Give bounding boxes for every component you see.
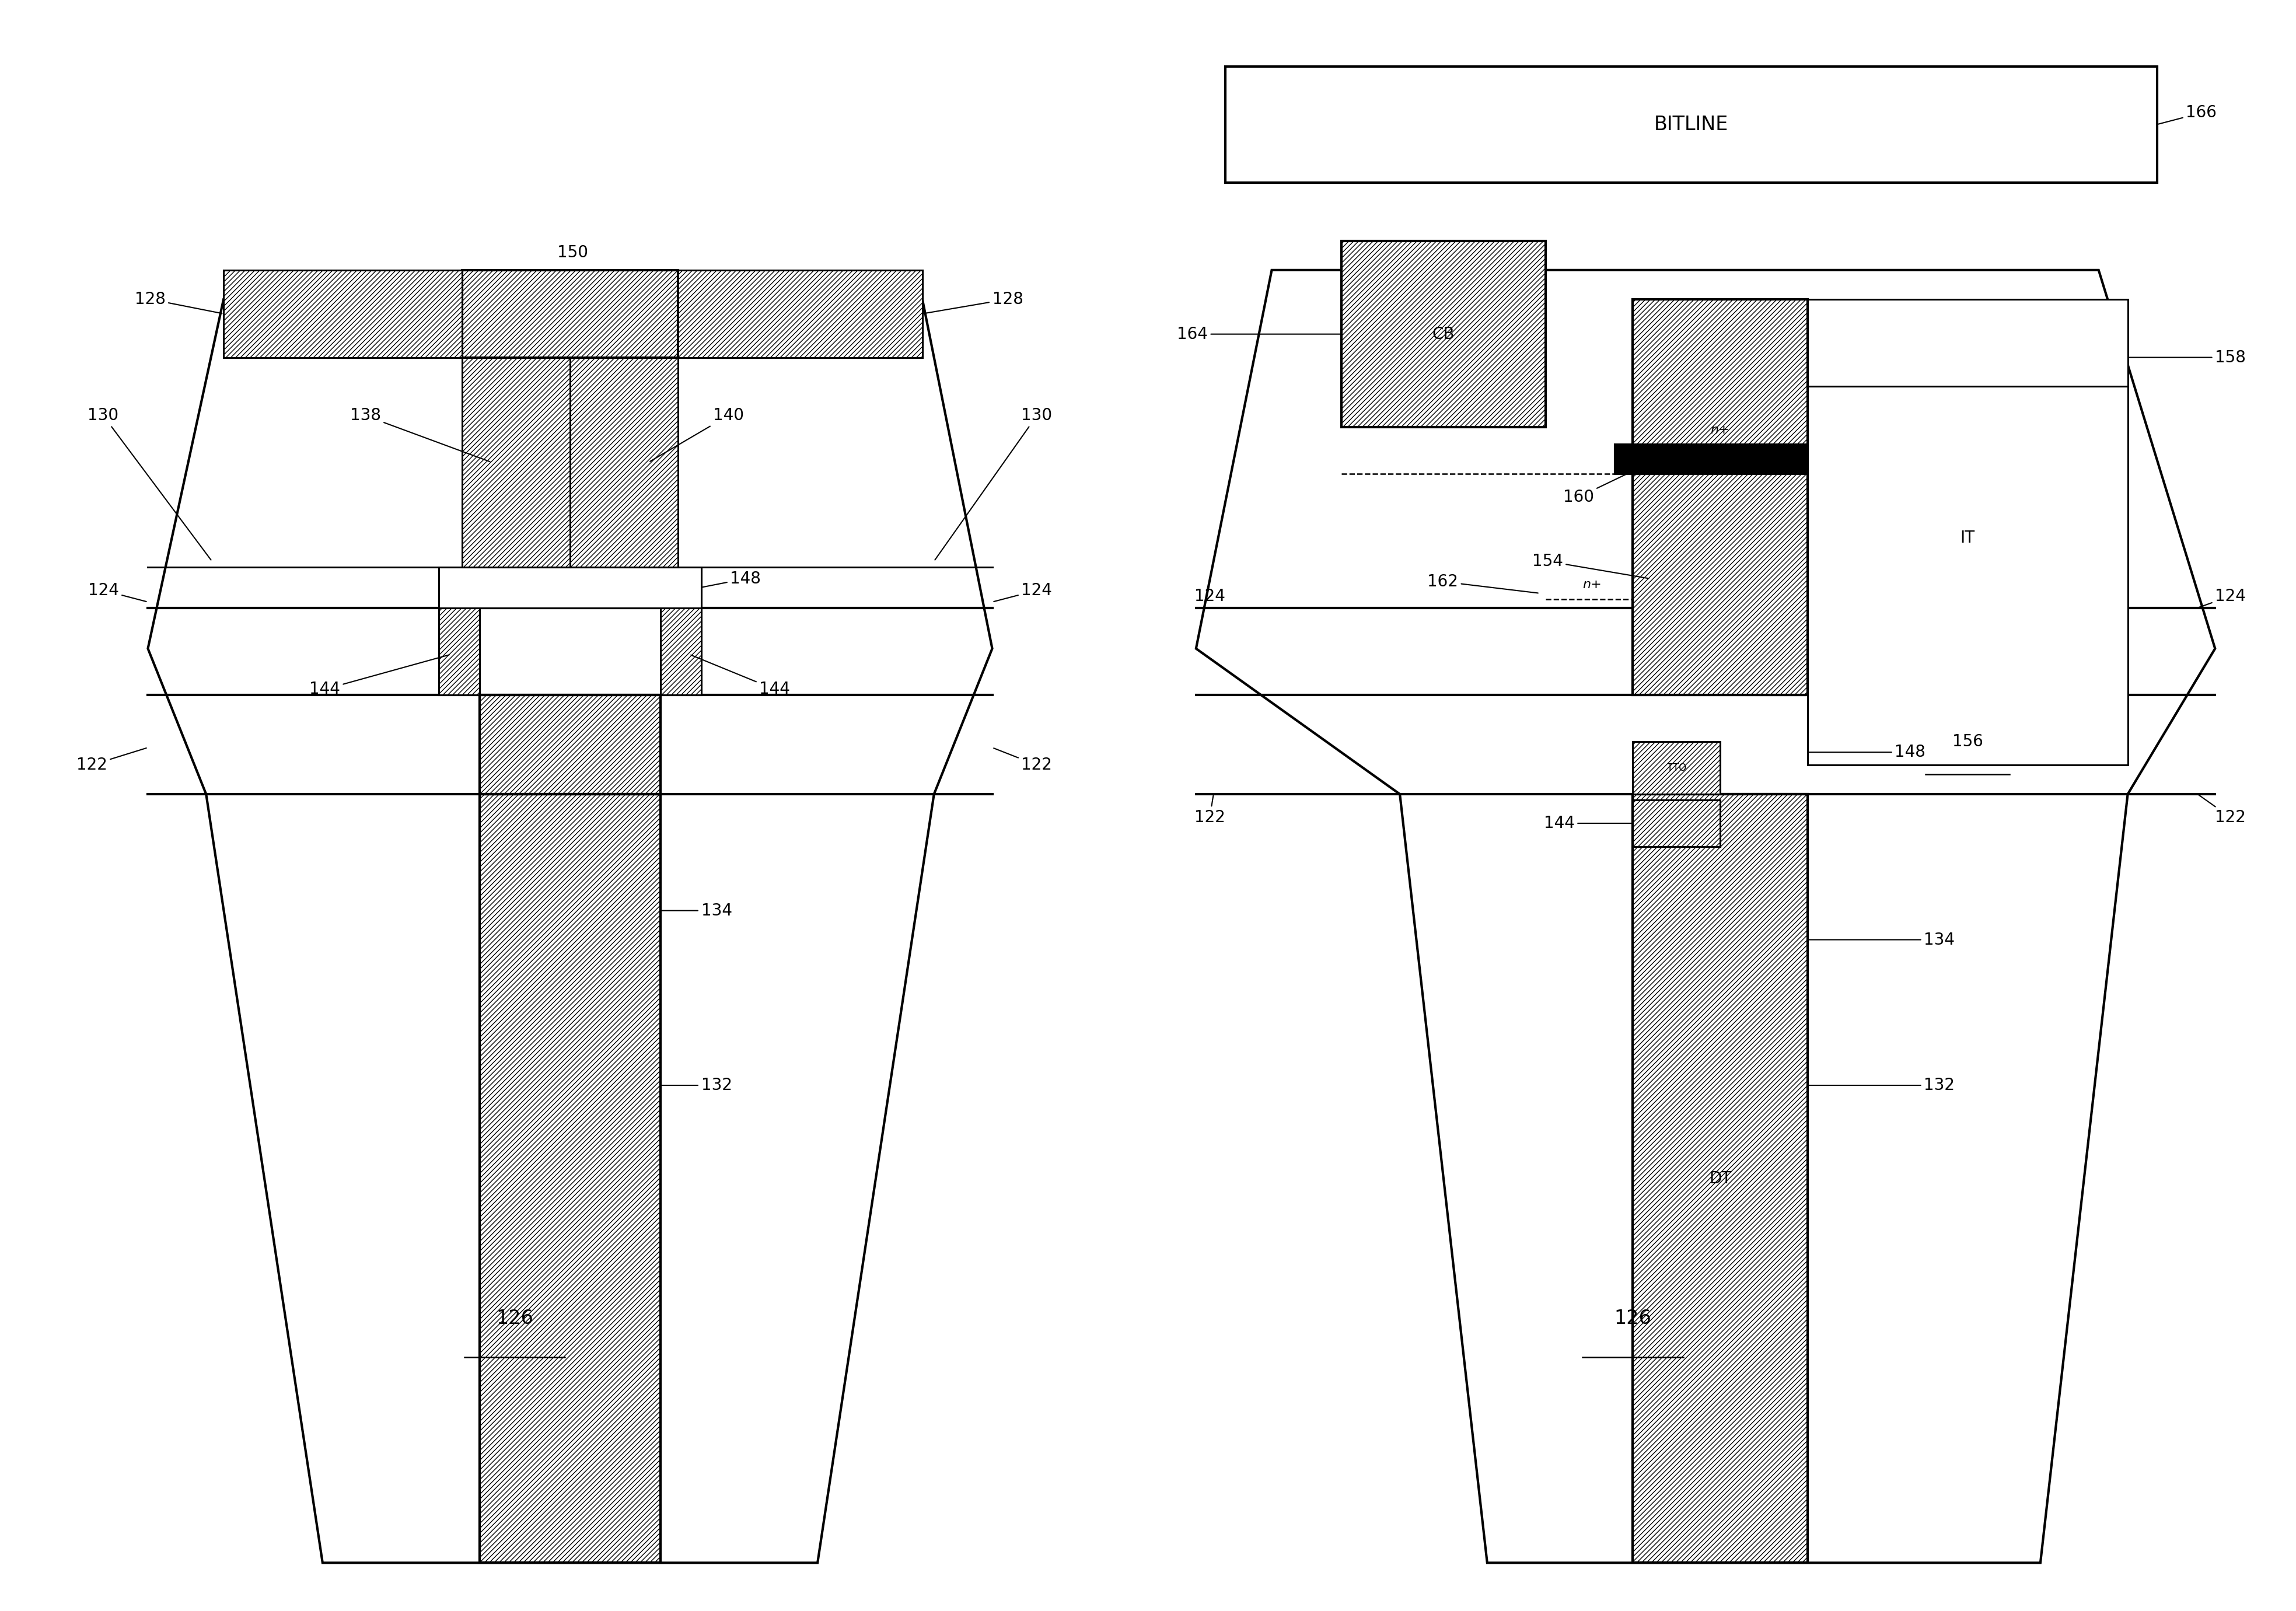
Text: BITLINE: BITLINE (1653, 114, 1729, 134)
Text: 162: 162 (1428, 574, 1538, 593)
Text: 126: 126 (1614, 1308, 1651, 1327)
Text: n+: n+ (1582, 578, 1603, 590)
Bar (1632, 741, 1720, 794)
Text: 124: 124 (1194, 588, 1226, 607)
Text: 148: 148 (1809, 744, 1926, 760)
Bar (1226, 66, 2156, 182)
Bar (1632, 300, 1807, 696)
Text: n+: n+ (1711, 424, 1729, 437)
Bar (677, 271, 923, 358)
Text: 128: 128 (135, 292, 223, 314)
Bar (569, 358, 677, 567)
Text: 130: 130 (934, 408, 1052, 561)
Bar (1341, 242, 1545, 427)
Text: 122: 122 (76, 748, 147, 773)
Text: 138: 138 (349, 408, 489, 462)
Text: 160: 160 (1564, 475, 1626, 506)
Text: 124: 124 (87, 582, 147, 601)
Polygon shape (1196, 271, 2216, 1563)
Text: 144: 144 (691, 656, 790, 698)
Bar (661, 607, 700, 696)
Bar (1632, 801, 1720, 846)
Bar (223, 271, 461, 358)
Text: 164: 164 (1178, 325, 1341, 342)
Text: 122: 122 (2200, 796, 2245, 825)
Text: 144: 144 (1543, 815, 1630, 831)
Text: 144: 144 (310, 654, 450, 698)
Text: 128: 128 (923, 292, 1024, 314)
Text: 156: 156 (1952, 733, 1984, 749)
Text: 158: 158 (2128, 350, 2245, 366)
Text: 126: 126 (496, 1308, 533, 1327)
Bar (439, 607, 480, 696)
Bar (1807, 387, 2128, 765)
Text: 124: 124 (994, 582, 1052, 601)
Text: 124: 124 (2200, 588, 2245, 607)
Text: 150: 150 (558, 245, 588, 261)
Text: DT: DT (1708, 1170, 1731, 1187)
Bar (480, 696, 661, 794)
Text: 154: 154 (1531, 553, 1649, 578)
Bar (439, 567, 700, 607)
Text: 132: 132 (661, 1078, 732, 1094)
Bar (480, 794, 661, 1563)
Text: 134: 134 (661, 902, 732, 918)
Bar (461, 358, 569, 567)
Text: 140: 140 (650, 408, 744, 461)
Text: 166: 166 (2158, 105, 2218, 124)
Text: 134: 134 (1809, 931, 1954, 947)
Text: IT: IT (1961, 530, 1975, 546)
Text: 122: 122 (1194, 796, 1226, 825)
Text: 148: 148 (703, 570, 760, 586)
Bar (1616, 445, 1807, 474)
Bar (1807, 300, 2128, 416)
Bar (461, 271, 677, 358)
Bar (1632, 794, 1807, 1563)
Text: CB: CB (1433, 325, 1456, 342)
Text: 132: 132 (1809, 1078, 1954, 1094)
Text: TTO: TTO (1667, 762, 1685, 773)
Text: 122: 122 (994, 748, 1052, 773)
Polygon shape (147, 300, 992, 1563)
Text: 130: 130 (87, 408, 211, 561)
